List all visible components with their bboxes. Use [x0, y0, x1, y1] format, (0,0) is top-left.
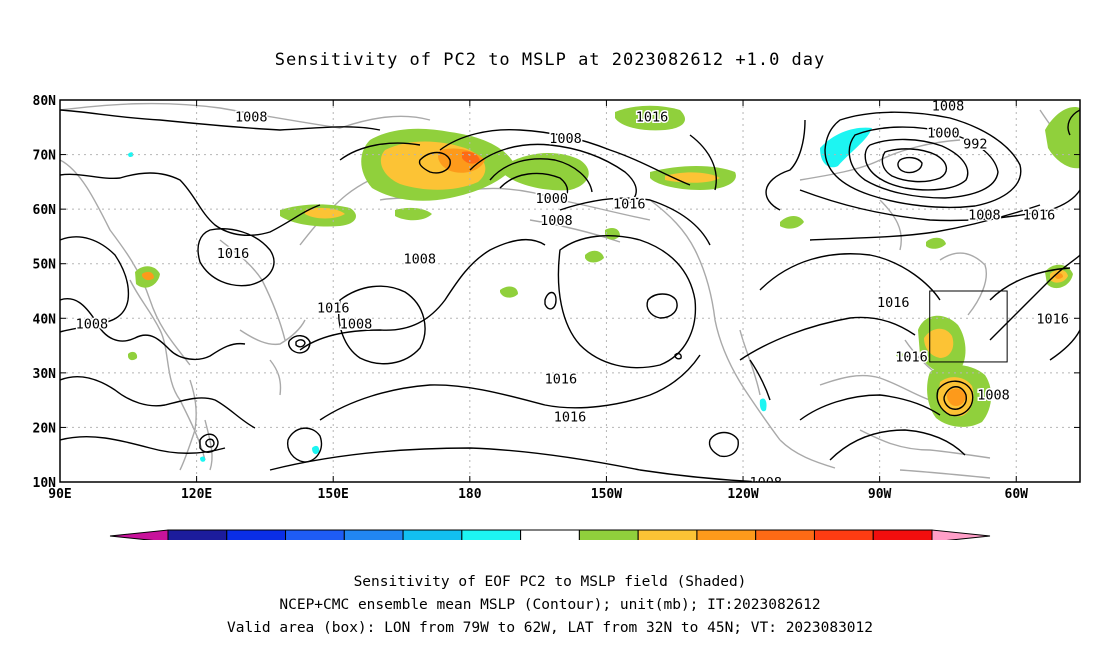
map-title: Sensitivity of PC2 to MSLP at 2023082612…	[274, 50, 826, 70]
lon-label: 150E	[318, 487, 349, 502]
colorbar: -0.9-0.8-0.7-0.6-0.5-0.4-0.30.30.40.50.6…	[109, 529, 991, 540]
caption-valid-area: Valid area (box): LON from 79W to 62W, L…	[226, 620, 873, 636]
colorbar-swatch	[696, 529, 757, 540]
lat-label: 40N	[33, 312, 57, 327]
colorbar-swatch	[813, 529, 874, 540]
lat-label: 10N	[33, 476, 57, 491]
lon-label: 60W	[1005, 487, 1029, 502]
contour-label: 1016	[217, 246, 250, 262]
contour-label: 1008	[235, 109, 268, 125]
colorbar-swatch	[872, 529, 933, 540]
sensitivity-shading	[128, 105, 1080, 462]
contour-label: 1016	[317, 300, 350, 316]
contour-label: 1008	[977, 388, 1010, 404]
contour-label: 1008	[549, 131, 582, 147]
lat-label: 60N	[33, 203, 57, 218]
contour-label: 1016	[1023, 208, 1056, 224]
contour-label: 1000	[927, 126, 960, 142]
contour-label: 1008	[340, 317, 373, 333]
colorbar-swatch	[520, 529, 580, 540]
axis-ticks	[59, 99, 1080, 483]
lon-label: 150W	[591, 487, 622, 502]
colorbar-swatch	[226, 529, 287, 540]
colorbar-swatch	[637, 529, 698, 540]
contour-label: 1016	[613, 197, 646, 213]
contour-label: 1016	[895, 349, 928, 365]
contour-label: 1016	[636, 109, 669, 125]
contour-label: 1008	[750, 475, 783, 491]
contour-labels: 1008100810161008100810001008101610161008…	[74, 98, 1070, 491]
longitude-labels: 90E 120E 150E 180 150W 120W 90W 60W	[48, 487, 1028, 502]
lat-label: 50N	[33, 258, 57, 273]
lon-label: 180	[458, 487, 482, 502]
colorbar-low-triangle	[109, 529, 169, 540]
valid-area-box	[929, 290, 1008, 363]
contour-label: 1016	[877, 295, 910, 311]
lat-lon-grid	[60, 100, 1080, 482]
latitude-labels: 80N 70N 60N 50N 40N 30N 20N 10N	[33, 94, 57, 491]
caption-shading: Sensitivity of EOF PC2 to MSLP field (Sh…	[353, 574, 747, 590]
contour-label: 992	[963, 137, 987, 153]
caption-contour: NCEP+CMC ensemble mean MSLP (Contour); u…	[279, 597, 821, 613]
sensitivity-map: 1008100810161008100810001008101610161008…	[33, 94, 1081, 540]
lat-label: 30N	[33, 367, 57, 382]
colorbar-swatch	[755, 529, 815, 540]
lon-label: 120E	[181, 487, 212, 502]
colorbar-swatch	[461, 529, 522, 540]
contour-label: 1000	[536, 191, 569, 207]
contour-label: 1016	[545, 371, 578, 387]
lat-label: 80N	[33, 94, 57, 109]
lat-label: 70N	[33, 149, 57, 164]
lat-label: 20N	[33, 421, 57, 436]
contour-label: 1008	[540, 213, 573, 229]
contour-label: 1008	[403, 251, 436, 267]
colorbar-swatch	[343, 529, 404, 540]
colorbar-swatch	[285, 529, 345, 540]
contour-label: 1008	[968, 208, 1001, 224]
contour-label: 1016	[1036, 311, 1069, 327]
colorbar-swatch	[578, 529, 639, 540]
lon-label: 120W	[727, 487, 758, 502]
colorbar-high-triangle	[931, 529, 991, 540]
contour-label: 1008	[932, 98, 965, 114]
lon-label: 90W	[868, 487, 892, 502]
colorbar-swatch	[167, 529, 228, 540]
colorbar-swatch	[402, 529, 463, 540]
contour-label: 1008	[76, 317, 109, 333]
contour-label: 1016	[554, 410, 587, 426]
map-frame	[59, 99, 1081, 483]
lon-label: 90E	[48, 487, 71, 502]
coastlines	[60, 102, 1076, 479]
mslp-contours	[60, 109, 1080, 482]
